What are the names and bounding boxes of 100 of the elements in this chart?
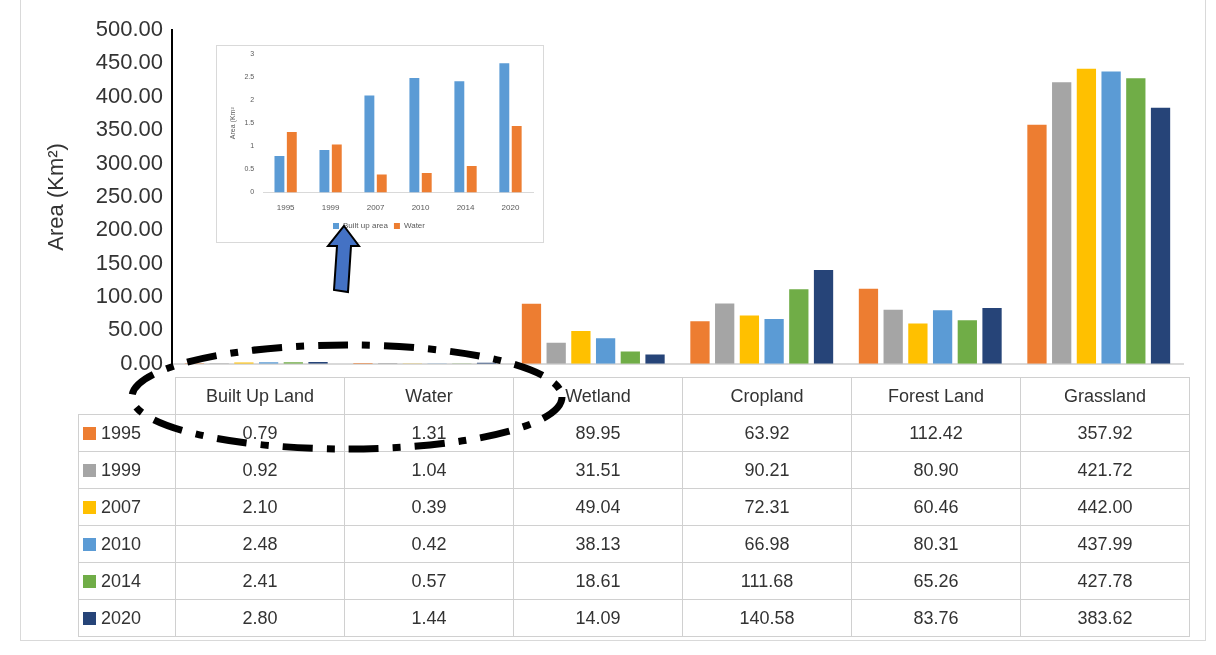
bar	[813, 269, 834, 364]
bar	[690, 321, 710, 364]
bar	[1027, 124, 1047, 364]
bar	[466, 166, 477, 193]
bar	[1150, 107, 1171, 364]
data-label: 0.92	[175, 451, 345, 489]
data-label: 383.62	[1020, 599, 1190, 637]
y-tick-label: 500.00	[95, 16, 163, 42]
y-axis-title: Area (Km²)	[43, 143, 69, 251]
bar	[932, 310, 953, 364]
legend-label: Water	[403, 221, 426, 231]
y-tick-label: 0.00	[120, 349, 163, 375]
bar	[764, 319, 784, 364]
y-tick-label: 250.00	[95, 182, 163, 208]
y-tick-label: 300.00	[95, 149, 163, 175]
bar	[364, 95, 375, 193]
bar	[571, 331, 591, 364]
x-tick-label: 1999	[321, 203, 341, 213]
bar	[274, 155, 285, 193]
legend-label: 1999	[78, 451, 176, 489]
bar	[883, 309, 903, 364]
data-label: 72.31	[682, 488, 852, 526]
y-tick-label: 450.00	[95, 49, 163, 75]
x-tick-label: Built Up Land	[175, 377, 345, 415]
data-label: 66.98	[682, 525, 852, 563]
bar	[546, 342, 566, 364]
data-label: 0.42	[344, 525, 514, 563]
data-label: 357.92	[1020, 414, 1190, 452]
bar	[620, 351, 640, 364]
bar	[789, 289, 809, 364]
bar	[645, 354, 665, 364]
bar	[286, 131, 297, 193]
y-tick-label: 200.00	[95, 216, 163, 242]
data-label: 1.04	[344, 451, 514, 489]
data-label: 0.39	[344, 488, 514, 526]
x-tick-label: 2010	[411, 203, 430, 213]
bar	[715, 303, 735, 364]
y-tick-label: 350.00	[95, 116, 163, 142]
bar	[499, 63, 510, 193]
data-label: 65.26	[851, 562, 1021, 600]
data-label: 89.95	[513, 414, 683, 452]
bar	[595, 338, 616, 364]
data-label: 2.10	[175, 488, 345, 526]
data-label: 63.92	[682, 414, 852, 452]
x-tick-label: 2007	[366, 203, 386, 213]
y-tick-label: 400.00	[95, 82, 163, 108]
data-label: 421.72	[1020, 451, 1190, 489]
data-label: 60.46	[851, 488, 1021, 526]
bar	[908, 323, 928, 364]
data-label: 14.09	[513, 599, 683, 637]
x-tick-label: Wetland	[513, 377, 683, 415]
data-label: 49.04	[513, 488, 683, 526]
legend-label: 2020	[78, 599, 176, 637]
x-tick-label: Water	[344, 377, 514, 415]
bar	[376, 174, 387, 193]
data-label: 0.57	[344, 562, 514, 600]
y-tick-label: 50.00	[107, 316, 163, 342]
x-tick-label: 2020	[501, 203, 520, 213]
bar	[1076, 68, 1097, 364]
data-label: 1.44	[344, 599, 514, 637]
data-label: 38.13	[513, 525, 683, 563]
legend-label: 1995	[78, 414, 176, 452]
data-label: 1.31	[344, 414, 514, 452]
y-tick-label: 150.00	[95, 249, 163, 275]
data-label: 427.78	[1020, 562, 1190, 600]
data-label: 2.41	[175, 562, 345, 600]
x-tick-label: Cropland	[682, 377, 852, 415]
legend-label: 2010	[78, 525, 176, 563]
x-tick-label: Grassland	[1020, 377, 1190, 415]
bar	[739, 315, 760, 364]
data-label: 0.79	[175, 414, 345, 452]
data-label: 2.48	[175, 525, 345, 563]
bar	[858, 288, 879, 364]
y-tick-label: 100.00	[95, 283, 163, 309]
data-label: 437.99	[1020, 525, 1190, 563]
bar	[982, 307, 1002, 364]
legend-label: 2007	[78, 488, 176, 526]
bar	[319, 149, 330, 193]
data-label: 112.42	[851, 414, 1021, 452]
bar	[1101, 71, 1121, 364]
data-label: 83.76	[851, 599, 1021, 637]
bar	[1052, 82, 1072, 364]
bar	[1126, 78, 1146, 364]
data-label: 31.51	[513, 451, 683, 489]
data-label: 2.80	[175, 599, 345, 637]
bar	[454, 81, 465, 193]
data-label: 111.68	[682, 562, 852, 600]
x-tick-label: 1995	[276, 203, 296, 213]
data-label: 80.90	[851, 451, 1021, 489]
bar	[409, 77, 420, 193]
bar	[331, 144, 342, 193]
bar	[421, 173, 432, 193]
x-tick-label: Forest Land	[851, 377, 1021, 415]
bar	[521, 303, 542, 364]
data-label: 80.31	[851, 525, 1021, 563]
bar	[957, 320, 977, 364]
data-label: 18.61	[513, 562, 683, 600]
data-label: 90.21	[682, 451, 852, 489]
bar	[511, 125, 522, 193]
x-tick-label: 2014	[456, 203, 475, 213]
